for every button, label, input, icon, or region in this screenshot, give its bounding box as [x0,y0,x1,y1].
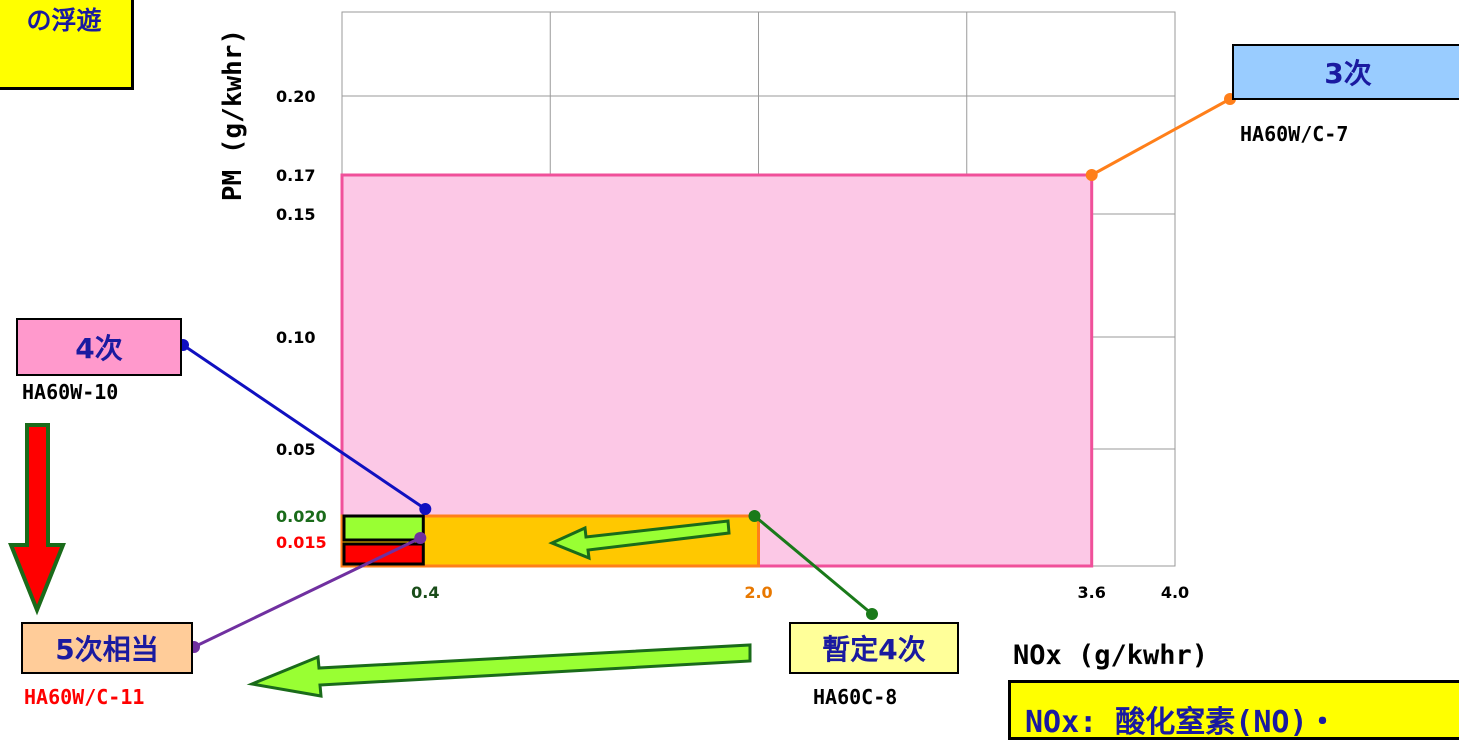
x-axis-title: NOx (g/kwhr) [1013,640,1209,671]
bottom-definition-text: NOx: 酸化窒素(NO)・ [1025,705,1338,740]
x-tick-label: 4.0 [1161,583,1189,602]
third-tier-label: 3次 [1324,57,1372,90]
tick-layer: 0.20 0.17 0.15 0.10 0.05 0.020 0.015 0.4 2.0 3.6 4… [276,87,1189,602]
third-tier-code: HA60W/C-7 [1240,122,1349,146]
connector-interim-fourth-dot-a [748,510,761,522]
connector-fifth-equiv-dot-b [414,532,427,544]
x-tick-label: 3.6 [1078,583,1106,602]
interim-fourth-label: 暫定4次 [822,633,926,666]
connector-fourth-tier-dot-b [419,503,432,515]
annotation-layer [8,93,1236,698]
connector-third-tier [1090,97,1231,177]
connector-fifth-equiv [193,536,421,649]
region-fourth-tier [342,514,425,542]
connector-interim-fourth [753,514,873,616]
interim-fourth-code: HA60C-8 [813,685,898,709]
y-tick-label: 0.05 [276,440,315,459]
arrow-large-left [246,643,752,698]
fourth-tier-label: 4次 [75,332,123,365]
y-tick-label: 0.015 [276,533,327,552]
region-third-tier [340,173,1094,568]
fourth-tier-box: 4次 [16,318,182,376]
arrow-small-left [548,519,731,561]
fifth-equiv-code: HA60W/C-11 [24,685,145,709]
interim-fourth-box: 暫定4次 [789,622,959,674]
x-tick-label: 2.0 [744,583,772,602]
connector-third-tier-dot-a [1085,169,1098,181]
chart-svg: 0.20 0.17 0.15 0.10 0.05 0.020 0.015 0.4 2.0 3.6 4… [8,11,1236,698]
y-tick-label: 0.20 [276,87,315,106]
arrow-down-red [8,423,66,616]
y-tick-label: 0.10 [276,328,315,347]
third-tier-box: 3次 [1232,44,1459,100]
region-layer [340,173,1094,568]
x-tick-label: 0.4 [411,583,439,602]
y-tick-label: 0.15 [276,205,315,224]
y-tick-label: 0.020 [276,507,327,526]
y-tick-label: 0.17 [276,166,315,185]
top-left-box-text: の浮遊 [26,6,102,35]
y-axis-title: PM (g/kwhr) [218,28,248,202]
top-left-box: の浮遊 [0,0,134,90]
fourth-tier-code: HA60W-10 [22,380,119,404]
fifth-equiv-label: 5次相当 [55,633,159,666]
fifth-equiv-box: 5次相当 [21,622,193,674]
bottom-definition-box: NOx: 酸化窒素(NO)・ [1008,680,1459,740]
connector-interim-fourth-dot-b [866,608,878,620]
connector-fourth-tier [182,343,427,511]
